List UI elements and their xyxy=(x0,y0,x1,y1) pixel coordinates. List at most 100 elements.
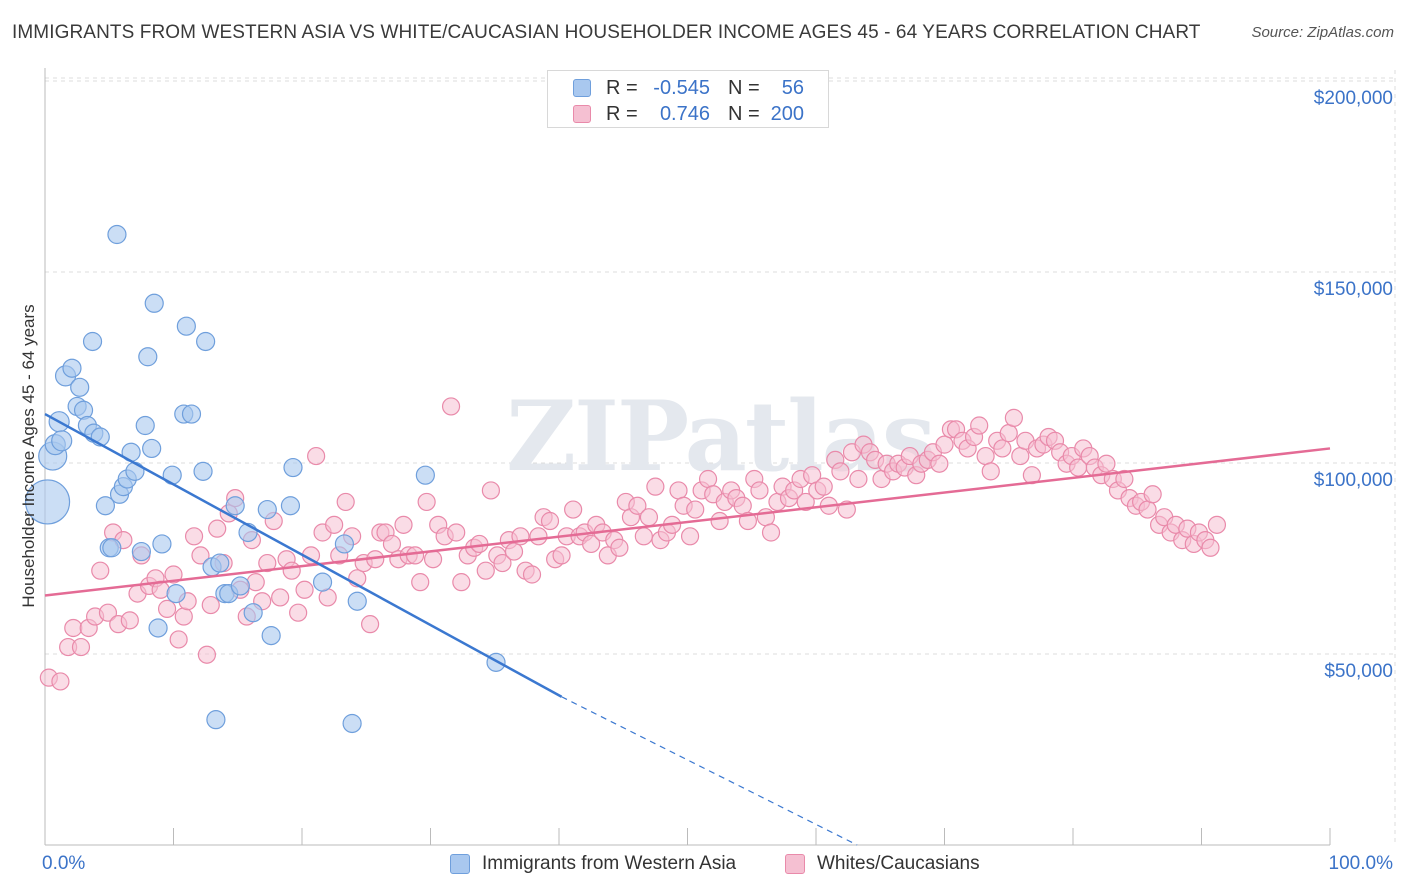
correlation-legend: R = -0.545 N = 56 R = 0.746 N = 200 xyxy=(547,70,829,128)
pink-point xyxy=(184,527,204,546)
pink-point xyxy=(750,481,769,500)
pink-point xyxy=(796,492,815,512)
blue-trend-extension xyxy=(561,696,858,846)
blue-point xyxy=(206,710,226,730)
blue-swatch xyxy=(450,854,470,874)
blue-point xyxy=(166,583,186,604)
x-tick-label-min: 0.0% xyxy=(42,853,85,874)
pink-point xyxy=(208,519,227,538)
pink-point xyxy=(336,492,355,512)
blue-trend-line xyxy=(44,412,563,698)
legend-row-blue: R = -0.545 N = 56 xyxy=(548,75,830,101)
pink-point xyxy=(405,546,425,565)
pink-point xyxy=(680,527,700,546)
blue-point xyxy=(283,457,303,478)
pink-swatch xyxy=(785,854,805,874)
blue-point xyxy=(347,591,367,611)
pink-point xyxy=(639,508,659,527)
pink-points xyxy=(39,397,1227,691)
pink-swatch xyxy=(573,105,591,123)
pink-point xyxy=(394,515,413,534)
pink-point xyxy=(120,611,139,630)
pink-point xyxy=(1207,515,1227,534)
pink-point xyxy=(628,496,647,515)
pink-point xyxy=(669,481,688,500)
n-value: 200 xyxy=(770,103,804,125)
n-label: N = xyxy=(728,103,760,125)
blue-point xyxy=(176,316,196,336)
pink-point xyxy=(1201,538,1220,557)
y-tick-label: $200,000 xyxy=(1314,88,1393,109)
pink-point xyxy=(282,561,301,580)
r-value: 0.746 xyxy=(659,103,710,125)
pink-point xyxy=(493,553,512,573)
pink-point xyxy=(582,534,601,554)
blue-point xyxy=(125,461,145,481)
pink-point xyxy=(522,565,542,584)
pink-point xyxy=(849,469,868,489)
pink-point xyxy=(307,446,326,466)
pink-point xyxy=(258,553,277,573)
pink-point xyxy=(634,527,653,546)
pink-point xyxy=(271,588,290,607)
blue-point xyxy=(334,534,355,554)
pink-point xyxy=(1011,446,1030,466)
blue-point xyxy=(138,347,158,367)
legend-row-pink: R = 0.746 N = 200 xyxy=(548,101,830,127)
blue-point xyxy=(107,224,127,245)
pink-point xyxy=(930,454,949,473)
blue-point xyxy=(51,430,73,452)
blue-point xyxy=(148,618,168,638)
pink-point xyxy=(51,672,70,691)
pink-point xyxy=(698,469,718,489)
pink-point xyxy=(325,515,344,534)
blue-point xyxy=(261,626,281,646)
pink-point xyxy=(295,580,314,599)
pink-point xyxy=(411,573,430,592)
blue-point xyxy=(131,541,151,562)
pink-point xyxy=(710,511,729,531)
y-tick-label: $150,000 xyxy=(1314,279,1393,300)
pink-trend-line xyxy=(44,447,1331,597)
pink-point xyxy=(246,573,265,592)
blue-point xyxy=(312,572,333,592)
pink-point xyxy=(423,550,443,569)
pink-point xyxy=(529,527,548,546)
chart-title: IMMIGRANTS FROM WESTERN ASIA VS WHITE/CA… xyxy=(12,22,1201,43)
blue-point xyxy=(70,377,90,397)
pink-point xyxy=(993,439,1012,458)
series-legend: Immigrants from Western Asia Whites/Cauc… xyxy=(0,852,1406,878)
pink-point xyxy=(814,477,833,496)
pink-point xyxy=(201,595,220,615)
pink-point xyxy=(999,424,1018,443)
blue-point xyxy=(142,438,162,459)
pink-point xyxy=(441,397,461,416)
blue-point xyxy=(280,496,301,516)
pink-point xyxy=(91,561,110,580)
blue-point xyxy=(95,496,115,516)
blue-point xyxy=(196,331,216,352)
pink-point xyxy=(197,645,217,664)
pink-point xyxy=(540,511,560,531)
pink-point xyxy=(447,523,466,542)
pink-point xyxy=(164,565,183,584)
legend-label: Whites/Caucasians xyxy=(817,853,980,874)
pink-point xyxy=(417,492,436,512)
blue-point xyxy=(225,496,245,516)
pink-point xyxy=(564,500,583,519)
pink-point xyxy=(935,435,954,454)
blue-point xyxy=(24,479,71,525)
blue-point xyxy=(415,465,435,485)
r-label: R = xyxy=(606,103,638,125)
y-tick-label: $50,000 xyxy=(1324,661,1393,682)
pink-point xyxy=(361,615,380,634)
pink-point xyxy=(761,523,781,542)
pink-point xyxy=(289,603,308,622)
blue-point xyxy=(82,331,103,352)
pink-point xyxy=(1097,454,1116,473)
r-label: R = xyxy=(606,77,638,99)
pink-point xyxy=(157,599,177,618)
watermark: ZIPatlas xyxy=(506,380,934,493)
legend-label: Immigrants from Western Asia xyxy=(482,853,737,874)
pink-point xyxy=(1115,469,1134,489)
